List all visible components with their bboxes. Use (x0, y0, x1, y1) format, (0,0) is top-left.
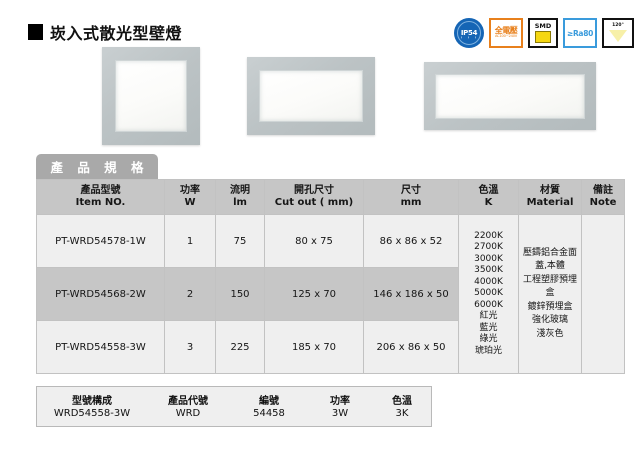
column-header-material: 材質 Material (518, 179, 582, 215)
full-voltage-range: AC100~240V (494, 34, 518, 39)
cell-size: 206 x 86 x 50 (363, 320, 459, 374)
wide-rectangular-wall-light-3w (424, 62, 596, 130)
code-header-watt: 功率 (330, 396, 350, 407)
cell-cut-out: 80 x 75 (264, 214, 364, 268)
column-header-cn: 尺寸 (401, 184, 421, 196)
beam-cone-shape (609, 29, 627, 42)
code-value-row: WRD54558-3W WRD 54458 3W 3K (37, 408, 433, 426)
cell-note (581, 214, 625, 374)
column-header-cn: 色溫 (478, 184, 499, 196)
cell-item-no: PT-WRD54568-2W (36, 267, 165, 321)
certification-badges: IP54 ＇＇＇ 全電壓 AC100~240V SMD ≥Ra80 120° (454, 18, 634, 48)
full-voltage-label: 全電壓 (494, 25, 518, 35)
cell-item-no: PT-WRD54578-1W (36, 214, 165, 268)
column-header-item-no: 產品型號 Item NO. (36, 179, 165, 215)
square-wall-light-1w (102, 47, 200, 145)
badge-ring (457, 21, 481, 45)
smd-label: SMD (534, 21, 552, 30)
cell-size: 86 x 86 x 52 (363, 214, 459, 268)
column-header-en: K (484, 197, 493, 208)
spec-section-tab: 產 品 規 格 (36, 154, 158, 179)
cell-watt: 1 (164, 214, 216, 268)
code-header-row: 型號構成 產品代號 編號 功率 色溫 (37, 387, 433, 408)
light-diffuser-panel (115, 60, 187, 132)
code-value-product-code: WRD (175, 408, 201, 419)
full-voltage-icon: 全電壓 AC100~240V (489, 18, 523, 48)
cell-watt: 2 (164, 267, 216, 321)
code-value-watt: 3W (331, 408, 349, 419)
cell-watt: 3 (164, 320, 216, 374)
cell-cut-out: 185 x 70 (264, 320, 364, 374)
column-header-cn: 功率 (180, 184, 200, 196)
column-header-en: lm (233, 197, 247, 208)
cell-cut-out: 125 x 70 (264, 267, 364, 321)
cell-item-no: PT-WRD54558-3W (36, 320, 165, 374)
column-header-cn: 備註 (593, 184, 613, 196)
table-row: PT-WRD54568-2W 2 150 125 x 70 146 x 186 … (36, 267, 625, 321)
cell-lumen: 75 (215, 214, 265, 268)
spec-section-tab-label: 產 品 規 格 (50, 160, 149, 175)
light-diffuser-panel (435, 73, 585, 119)
table-row: PT-WRD54578-1W 1 75 80 x 75 86 x 86 x 52… (36, 214, 625, 374)
cell-lumen: 225 (215, 320, 265, 374)
table-header-row: 產品型號 Item NO. 功率 W 流明 lm 開孔尺寸 Cut out ( … (36, 179, 625, 215)
table-row: PT-WRD54558-3W 3 225 185 x 70 206 x 86 x… (36, 320, 625, 374)
column-header-en: Note (589, 197, 617, 208)
column-header-en: Material (526, 197, 574, 208)
column-header-en: Item NO. (75, 197, 126, 208)
spec-table: 產品型號 Item NO. 功率 W 流明 lm 開孔尺寸 Cut out ( … (36, 179, 625, 374)
ra80-label: ≥Ra80 (566, 28, 594, 38)
beam-angle-icon: 120° (602, 18, 634, 48)
ip54-waterproof-icon: IP54 ＇＇＇ (454, 18, 484, 48)
code-header-serial: 編號 (259, 396, 279, 407)
water-drops-icon: ＇＇＇ (458, 37, 480, 44)
column-header-cn: 流明 (230, 184, 250, 196)
color-rendering-icon: ≥Ra80 (563, 18, 597, 48)
cell-size: 146 x 186 x 50 (363, 267, 459, 321)
code-value-serial: 54458 (253, 408, 285, 419)
beam-angle-label: 120° (612, 23, 624, 29)
page-title-text: 崁入式散光型壁燈 (50, 24, 183, 43)
model-code-table: 型號構成 產品代號 編號 功率 色溫 WRD54558-3W WRD 54458… (36, 386, 432, 427)
column-header-cn: 開孔尺寸 (294, 184, 334, 196)
column-header-en: mm (400, 197, 422, 208)
cell-material: 壓鑄鋁合金面蓋,本體 工程塑膠預埋盒 鍍鋅預埋盒 強化玻璃 淺灰色 (518, 214, 582, 374)
ip54-label: IP54 (460, 28, 478, 37)
column-header-en: Cut out ( mm) (274, 197, 354, 208)
cell-cct: 2200K 2700K 3000K 3500K 4000K 5000K 6000K 紅光 藍光綠… (458, 214, 519, 374)
column-header-watt: 功率 W (164, 179, 216, 215)
column-header-cn: 產品型號 (80, 184, 121, 196)
column-header-en: W (184, 197, 196, 208)
rectangular-wall-light-2w (247, 57, 375, 135)
code-value-composition: WRD54558-3W (53, 408, 131, 419)
column-header-cn: 材質 (540, 184, 560, 196)
column-header-note: 備註 Note (581, 179, 625, 215)
column-header-cut-out: 開孔尺寸 Cut out ( mm) (264, 179, 364, 215)
code-header-cct: 色溫 (392, 396, 412, 407)
column-header-size: 尺寸 mm (363, 179, 459, 215)
column-header-lumen: 流明 lm (215, 179, 265, 215)
column-header-cct: 色溫 K (458, 179, 519, 215)
black-square-icon (28, 24, 43, 40)
code-value-cct: 3K (395, 408, 409, 419)
cell-lumen: 150 (215, 267, 265, 321)
light-diffuser-panel (259, 70, 363, 122)
code-header-composition: 型號構成 (72, 396, 112, 407)
smd-chip-icon: SMD (528, 18, 558, 48)
led-chip-shape (535, 31, 551, 44)
page-title: 崁入式散光型壁燈 (28, 20, 182, 44)
code-header-product-code: 產品代號 (168, 396, 208, 407)
